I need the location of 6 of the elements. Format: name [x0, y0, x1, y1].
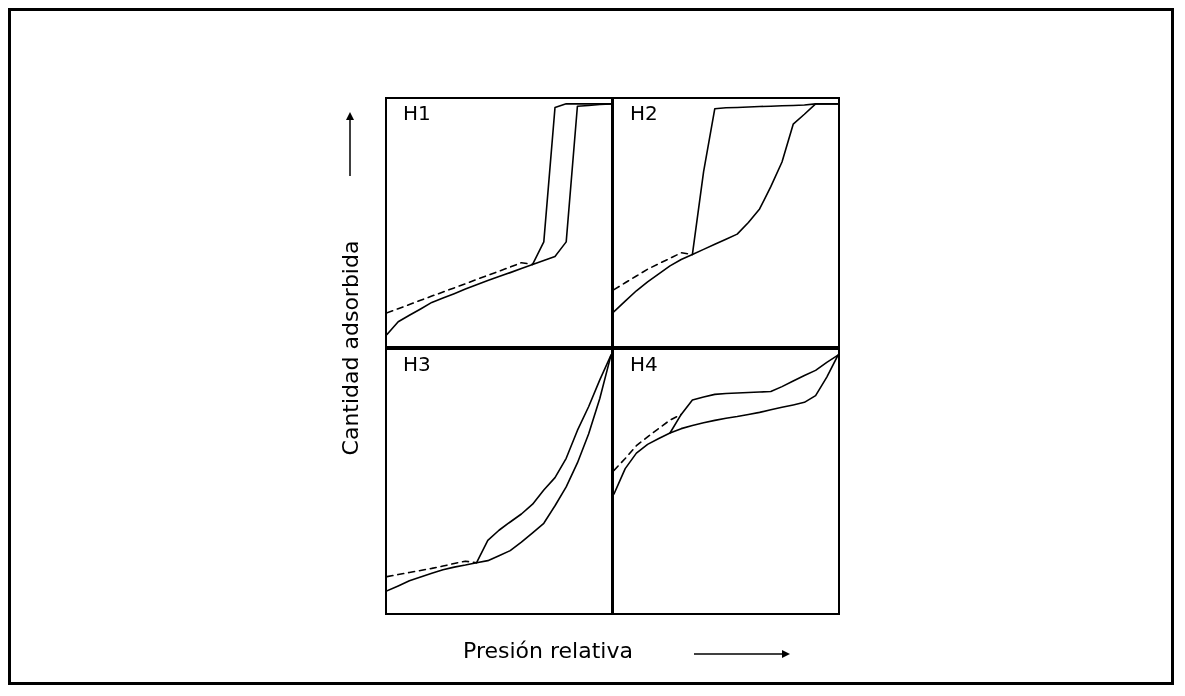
chart-title: H2 [630, 101, 658, 125]
chart-title: H1 [403, 101, 431, 125]
chart-title: H4 [630, 352, 658, 376]
x-axis-title: Presión relativa [463, 638, 633, 663]
chart-title: H3 [403, 352, 431, 376]
y-axis-title: Cantidad adsorbida [337, 240, 363, 456]
